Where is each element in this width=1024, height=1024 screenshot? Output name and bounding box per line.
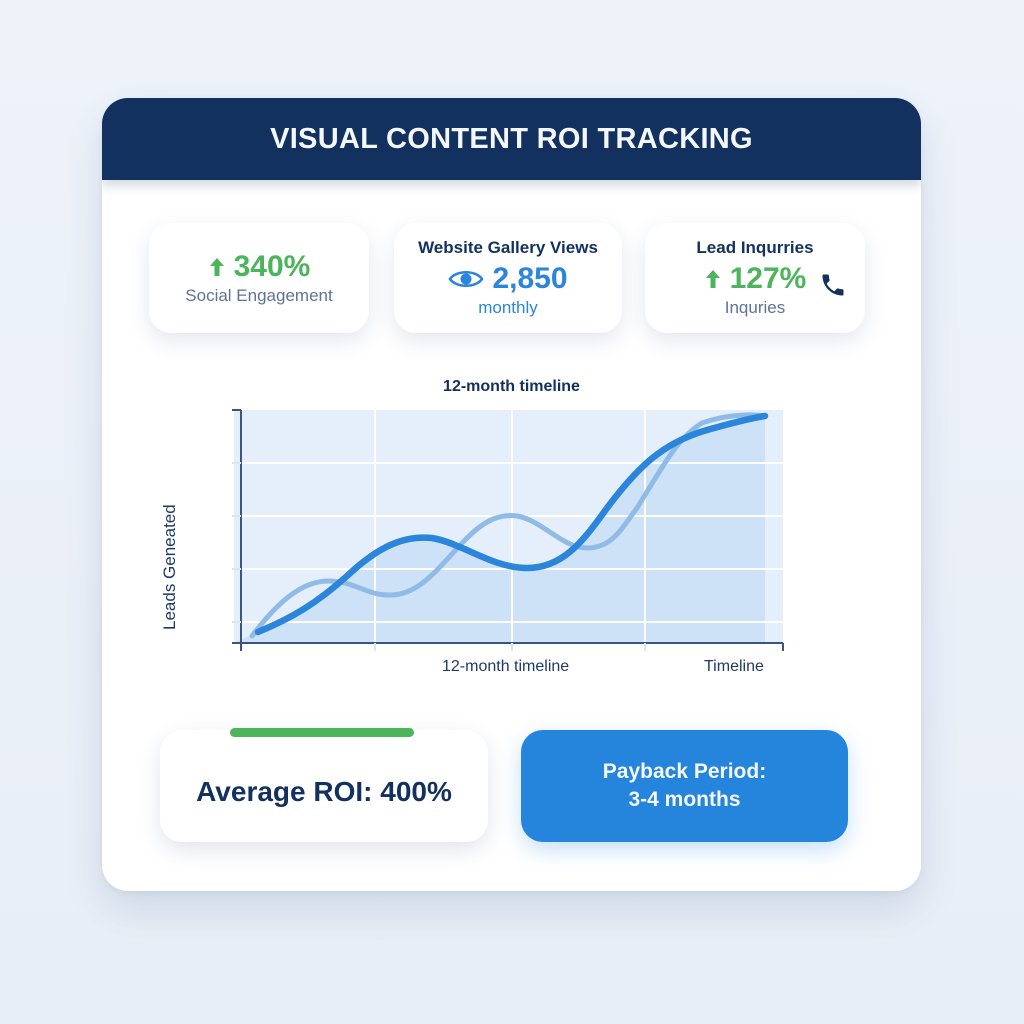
roi-dashboard-card: VISUAL CONTENT ROI TRACKING 340% Social …	[102, 98, 921, 891]
stat-heading: Lead Inqurries	[696, 238, 814, 257]
series-primary-line	[254, 412, 769, 636]
stat-value: 340%	[233, 250, 311, 283]
stat-label: Social Engagement	[185, 286, 333, 305]
header-bar: VISUAL CONTENT ROI TRACKING	[102, 98, 921, 180]
stat-card-social-engagement: 340% Social Engagement	[149, 223, 369, 333]
stat-value: 2,850	[492, 262, 568, 295]
stat-label: Inquries	[724, 298, 786, 317]
stat-card-lead-inquiries: Lead Inqurries 127% Inquries	[645, 223, 865, 333]
stat-card-gallery-views: Website Gallery Views 2,850 monthly	[394, 223, 622, 333]
x-axis-label: 12-month timeline	[442, 658, 570, 675]
area-fill	[234, 416, 765, 643]
arrow-up-icon	[704, 268, 722, 290]
x-axis-label-right: Timeline	[704, 658, 764, 675]
eye-icon	[448, 267, 485, 291]
leads-chart	[232, 409, 784, 651]
y-axis-label: Leads Geneated	[160, 504, 179, 630]
stat-value-row: 340%	[208, 250, 311, 284]
phone-icon	[819, 271, 847, 299]
average-roi-card: Average ROI: 400%	[160, 730, 488, 842]
page-title: VISUAL CONTENT ROI TRACKING	[270, 122, 753, 155]
axis-ticks	[232, 462, 646, 651]
roi-progress-bar	[230, 728, 414, 737]
stat-value: 127%	[729, 262, 807, 295]
stat-heading: Website Gallery Views	[418, 238, 598, 257]
axes	[232, 409, 784, 651]
stat-value-row: 2,850	[448, 262, 568, 296]
arrow-up-icon	[208, 256, 226, 278]
stat-label: monthly	[478, 298, 538, 317]
payback-value: 3-4 months	[628, 788, 741, 811]
payback-title: Payback Period:	[602, 760, 767, 783]
payback-period-card: Payback Period: 3-4 months	[521, 730, 848, 842]
chart-title: 12-month timeline	[443, 378, 580, 395]
average-roi-text: Average ROI: 400%	[196, 776, 452, 807]
stat-value-row: 127%	[704, 262, 807, 296]
